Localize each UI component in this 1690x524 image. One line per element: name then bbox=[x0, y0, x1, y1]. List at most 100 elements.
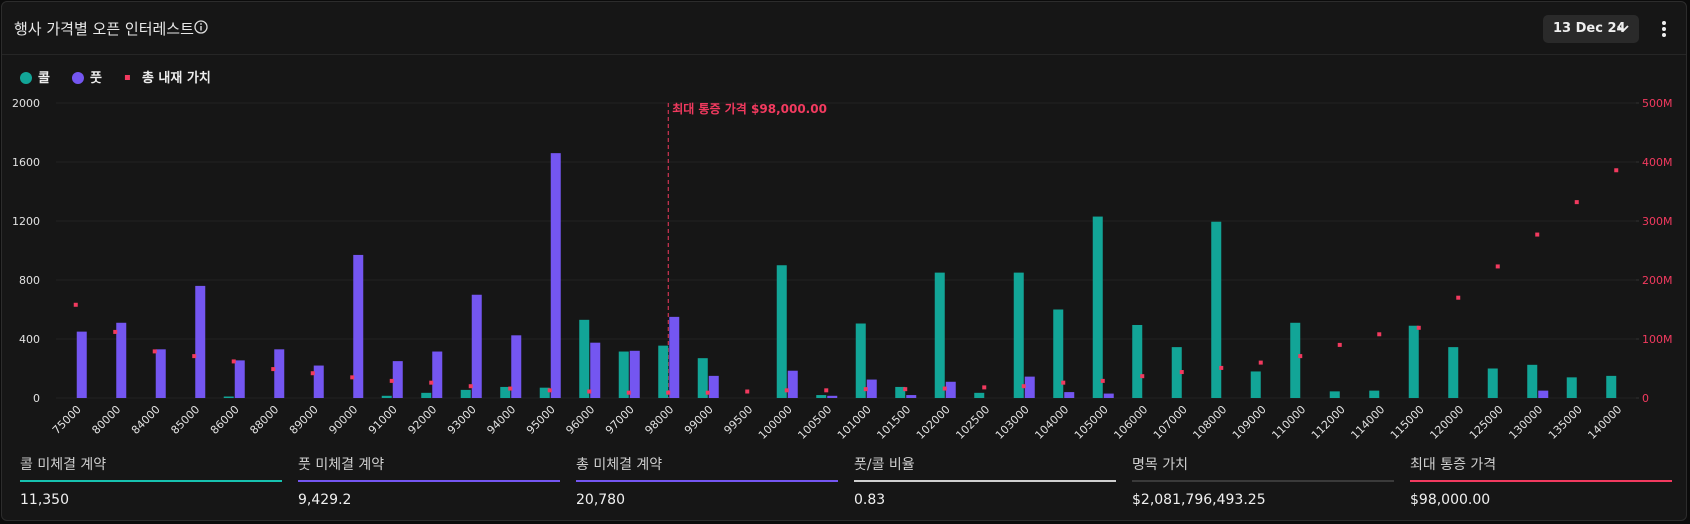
x-tick-label: 108000 bbox=[1190, 403, 1229, 442]
stat-underline bbox=[1132, 480, 1394, 482]
point bbox=[1100, 378, 1105, 383]
x-tick-label: 102000 bbox=[914, 403, 953, 442]
bar bbox=[816, 395, 827, 398]
x-tick-label: 99000 bbox=[682, 403, 716, 437]
legend-label: 풋 bbox=[90, 71, 102, 86]
stat-label: 명목 가치 bbox=[1132, 457, 1188, 473]
stat-value: 20,780 bbox=[576, 492, 625, 508]
bar bbox=[776, 265, 787, 398]
stat-value: $98,000.00 bbox=[1410, 492, 1491, 508]
bar bbox=[1250, 371, 1261, 398]
x-tick-label: 103000 bbox=[993, 403, 1032, 442]
x-tick-label: 140000 bbox=[1585, 403, 1624, 442]
point bbox=[1021, 384, 1026, 389]
info-icon[interactable] bbox=[194, 20, 208, 34]
divider bbox=[2, 54, 1686, 55]
bar bbox=[1527, 364, 1538, 398]
x-tick-label: 102500 bbox=[953, 403, 992, 442]
point bbox=[1416, 325, 1421, 330]
bar bbox=[787, 370, 798, 398]
point bbox=[824, 388, 829, 393]
x-tick-label: 88000 bbox=[247, 403, 281, 437]
x-tick-label: 75000 bbox=[50, 403, 84, 437]
bar bbox=[155, 349, 166, 398]
x-tick-label: 98000 bbox=[642, 403, 676, 437]
x-tick-label: 101000 bbox=[835, 403, 874, 442]
point bbox=[73, 302, 78, 307]
bar bbox=[381, 395, 392, 398]
stat-underline bbox=[20, 480, 282, 482]
bar bbox=[1369, 390, 1380, 398]
x-tick-label: 90000 bbox=[326, 403, 360, 437]
bar bbox=[539, 387, 550, 398]
bar bbox=[1606, 375, 1617, 398]
point bbox=[1535, 232, 1540, 237]
y-tick-label: 400 bbox=[19, 333, 40, 346]
point bbox=[1614, 168, 1619, 173]
legend-label: 콜 bbox=[38, 71, 50, 86]
bar bbox=[1487, 368, 1498, 398]
x-tick-label: 107000 bbox=[1151, 403, 1190, 442]
x-tick-label: 112000 bbox=[1309, 403, 1348, 442]
stat-underline bbox=[298, 480, 560, 482]
stat-card: 명목 가치 $2,081,796,493.25 bbox=[1132, 454, 1394, 508]
bar bbox=[550, 153, 561, 398]
x-tick-label: 109000 bbox=[1230, 403, 1269, 442]
x-tick-label: 130000 bbox=[1506, 403, 1545, 442]
point bbox=[271, 367, 276, 372]
date-picker[interactable]: 13 Dec 24 bbox=[1543, 15, 1639, 43]
point bbox=[468, 384, 473, 389]
bar bbox=[392, 361, 403, 398]
bar bbox=[934, 272, 945, 398]
menu-icon[interactable] bbox=[1661, 20, 1667, 38]
bar bbox=[708, 375, 719, 398]
y2-tick-label: 400M bbox=[1642, 156, 1673, 169]
stat-label: 풋/콜 비율 bbox=[854, 457, 915, 473]
point bbox=[389, 378, 394, 383]
x-tick-label: 100500 bbox=[795, 403, 834, 442]
point bbox=[1219, 365, 1224, 370]
x-tick-label: 100000 bbox=[756, 403, 795, 442]
point bbox=[1140, 374, 1145, 379]
x-tick-label: 106000 bbox=[1111, 403, 1150, 442]
bar bbox=[1290, 322, 1301, 398]
bar bbox=[866, 379, 877, 398]
stat-label: 최대 통증 가격 bbox=[1410, 457, 1497, 473]
stat-label: 총 미체결 계약 bbox=[576, 457, 663, 473]
bar bbox=[1171, 347, 1182, 398]
bar bbox=[421, 392, 432, 398]
date-label: 13 Dec 24 bbox=[1553, 21, 1626, 36]
x-tick-label: 115000 bbox=[1388, 403, 1427, 442]
bar bbox=[895, 386, 906, 398]
bar bbox=[1211, 221, 1222, 398]
bar bbox=[658, 345, 669, 398]
bar bbox=[1329, 391, 1340, 398]
y-tick-label: 1200 bbox=[12, 215, 40, 228]
x-tick-label: 125000 bbox=[1467, 403, 1506, 442]
bar bbox=[274, 349, 285, 398]
point bbox=[903, 387, 908, 392]
legend-marker bbox=[124, 75, 130, 80]
bar bbox=[1103, 393, 1114, 398]
y2-tick-label: 200M bbox=[1642, 274, 1673, 287]
bar bbox=[432, 351, 443, 398]
point bbox=[1456, 295, 1461, 300]
bar bbox=[855, 323, 866, 398]
y2-tick-label: 0 bbox=[1642, 392, 1649, 405]
y-tick-label: 800 bbox=[19, 274, 40, 287]
point bbox=[1179, 370, 1184, 375]
panel-title: 행사 가격별 오픈 인터레스트 bbox=[14, 20, 194, 38]
point bbox=[429, 380, 434, 385]
bar bbox=[313, 365, 324, 398]
y2-tick-label: 300M bbox=[1642, 215, 1673, 228]
bar bbox=[1024, 376, 1035, 398]
stat-card: 최대 통증 가격 $98,000.00 bbox=[1410, 454, 1672, 508]
bar bbox=[353, 254, 364, 398]
x-tick-label: 104000 bbox=[1032, 403, 1071, 442]
stat-card: 풋 미체결 계약 9,429.2 bbox=[298, 454, 560, 508]
point bbox=[113, 329, 118, 334]
bar bbox=[590, 342, 601, 398]
stat-value: 11,350 bbox=[20, 492, 69, 508]
stat-underline bbox=[1410, 480, 1672, 482]
